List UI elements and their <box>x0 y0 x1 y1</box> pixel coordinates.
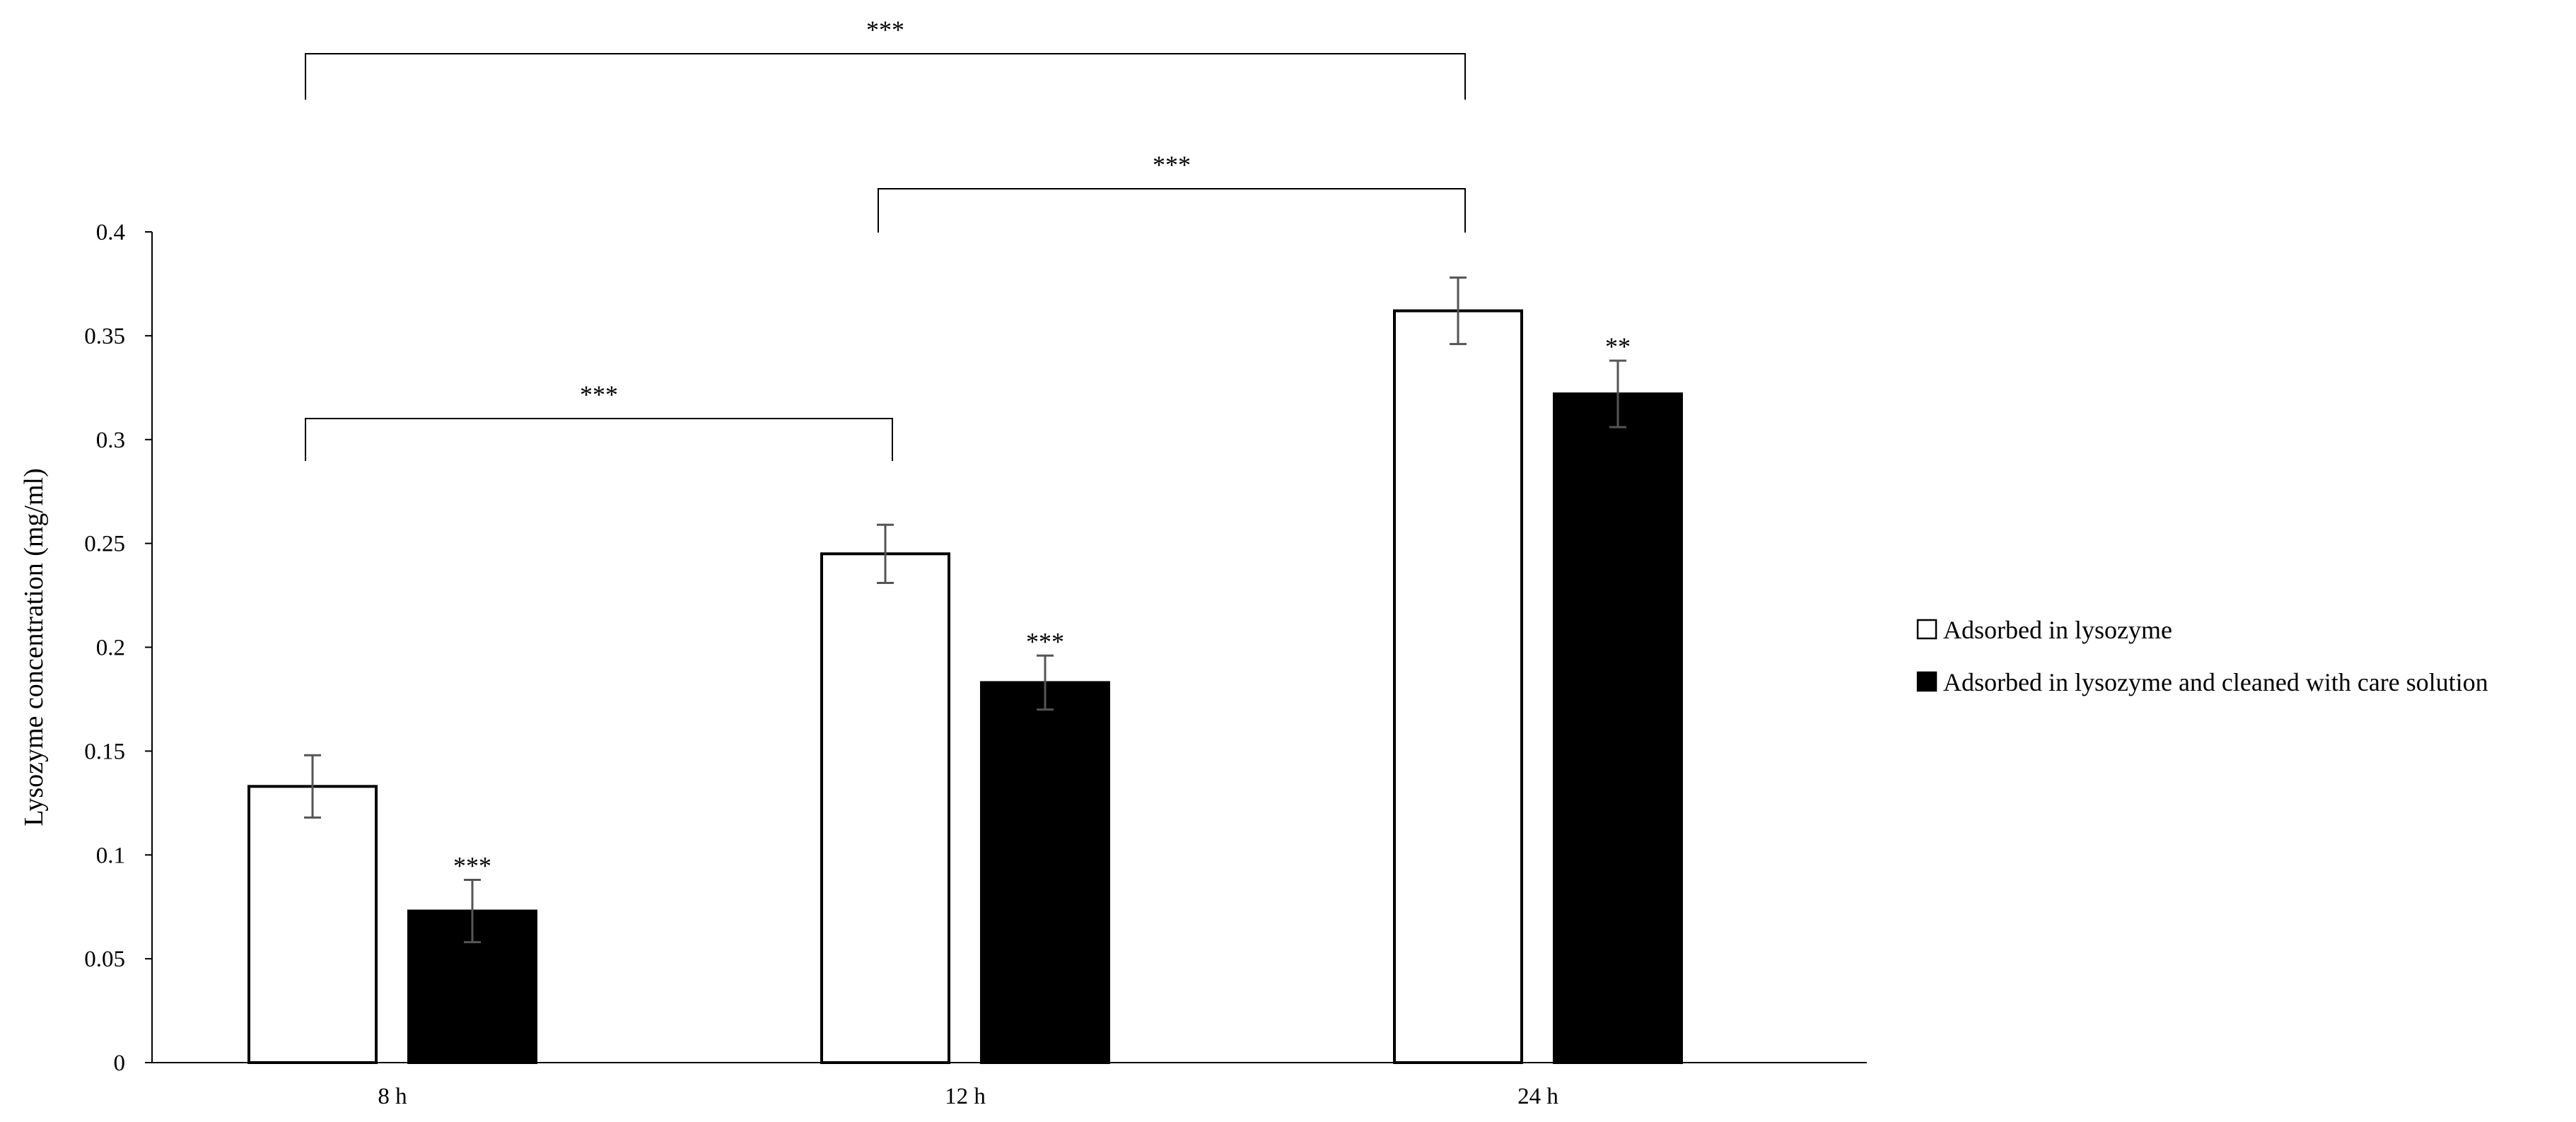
significance-group: ***************** <box>305 16 1631 880</box>
y-tick-label: 0.35 <box>84 324 125 349</box>
bars-group <box>247 309 1683 1064</box>
comparison-bracket <box>305 418 893 461</box>
significance-mark: ** <box>1605 332 1631 361</box>
y-tick-label: 0 <box>114 1051 126 1076</box>
legend-label: Adsorbed in lysozyme and cleaned with ca… <box>1943 668 2488 696</box>
comparison-bracket <box>878 188 1466 233</box>
error-bars-group <box>304 276 1626 944</box>
y-axis-title: Lysozyme concentration (mg/ml) <box>19 468 49 826</box>
legend: Adsorbed in lysozyme Adsorbed in lysozyme… <box>1916 616 2488 696</box>
y-tick-label: 0.4 <box>96 220 125 245</box>
significance-mark: *** <box>453 852 491 880</box>
bracket-significance-mark: *** <box>1153 151 1191 179</box>
axes-group: 0 0.05 0.1 0.15 0.2 0.25 0.3 0.35 0.4 8 h 12 h 24 h… <box>19 220 1867 1109</box>
x-tick-label: 8 h <box>378 1084 407 1109</box>
bar <box>247 785 378 1064</box>
bar <box>1393 309 1523 1064</box>
legend-swatch <box>1916 619 1937 640</box>
y-tick-label: 0.1 <box>96 843 125 868</box>
x-tick-label: 24 h <box>1517 1084 1558 1109</box>
legend-label: Adsorbed in lysozyme <box>1943 616 2172 644</box>
comparison-bracket <box>305 53 1466 100</box>
bracket-significance-mark: *** <box>580 380 618 409</box>
bracket-significance-mark: *** <box>866 16 904 44</box>
y-tick-label: 0.3 <box>96 428 125 453</box>
y-tick-label: 0.05 <box>84 947 125 972</box>
bar <box>980 681 1110 1064</box>
x-tick-label: 12 h <box>945 1084 986 1109</box>
significance-mark: *** <box>1026 627 1064 655</box>
bar <box>820 552 950 1064</box>
y-tick-label: 0.2 <box>96 636 125 661</box>
y-tick-label: 0.15 <box>84 739 125 764</box>
bar <box>1553 392 1683 1064</box>
y-tick-label: 0.25 <box>84 532 125 557</box>
legend-swatch <box>1916 671 1937 692</box>
